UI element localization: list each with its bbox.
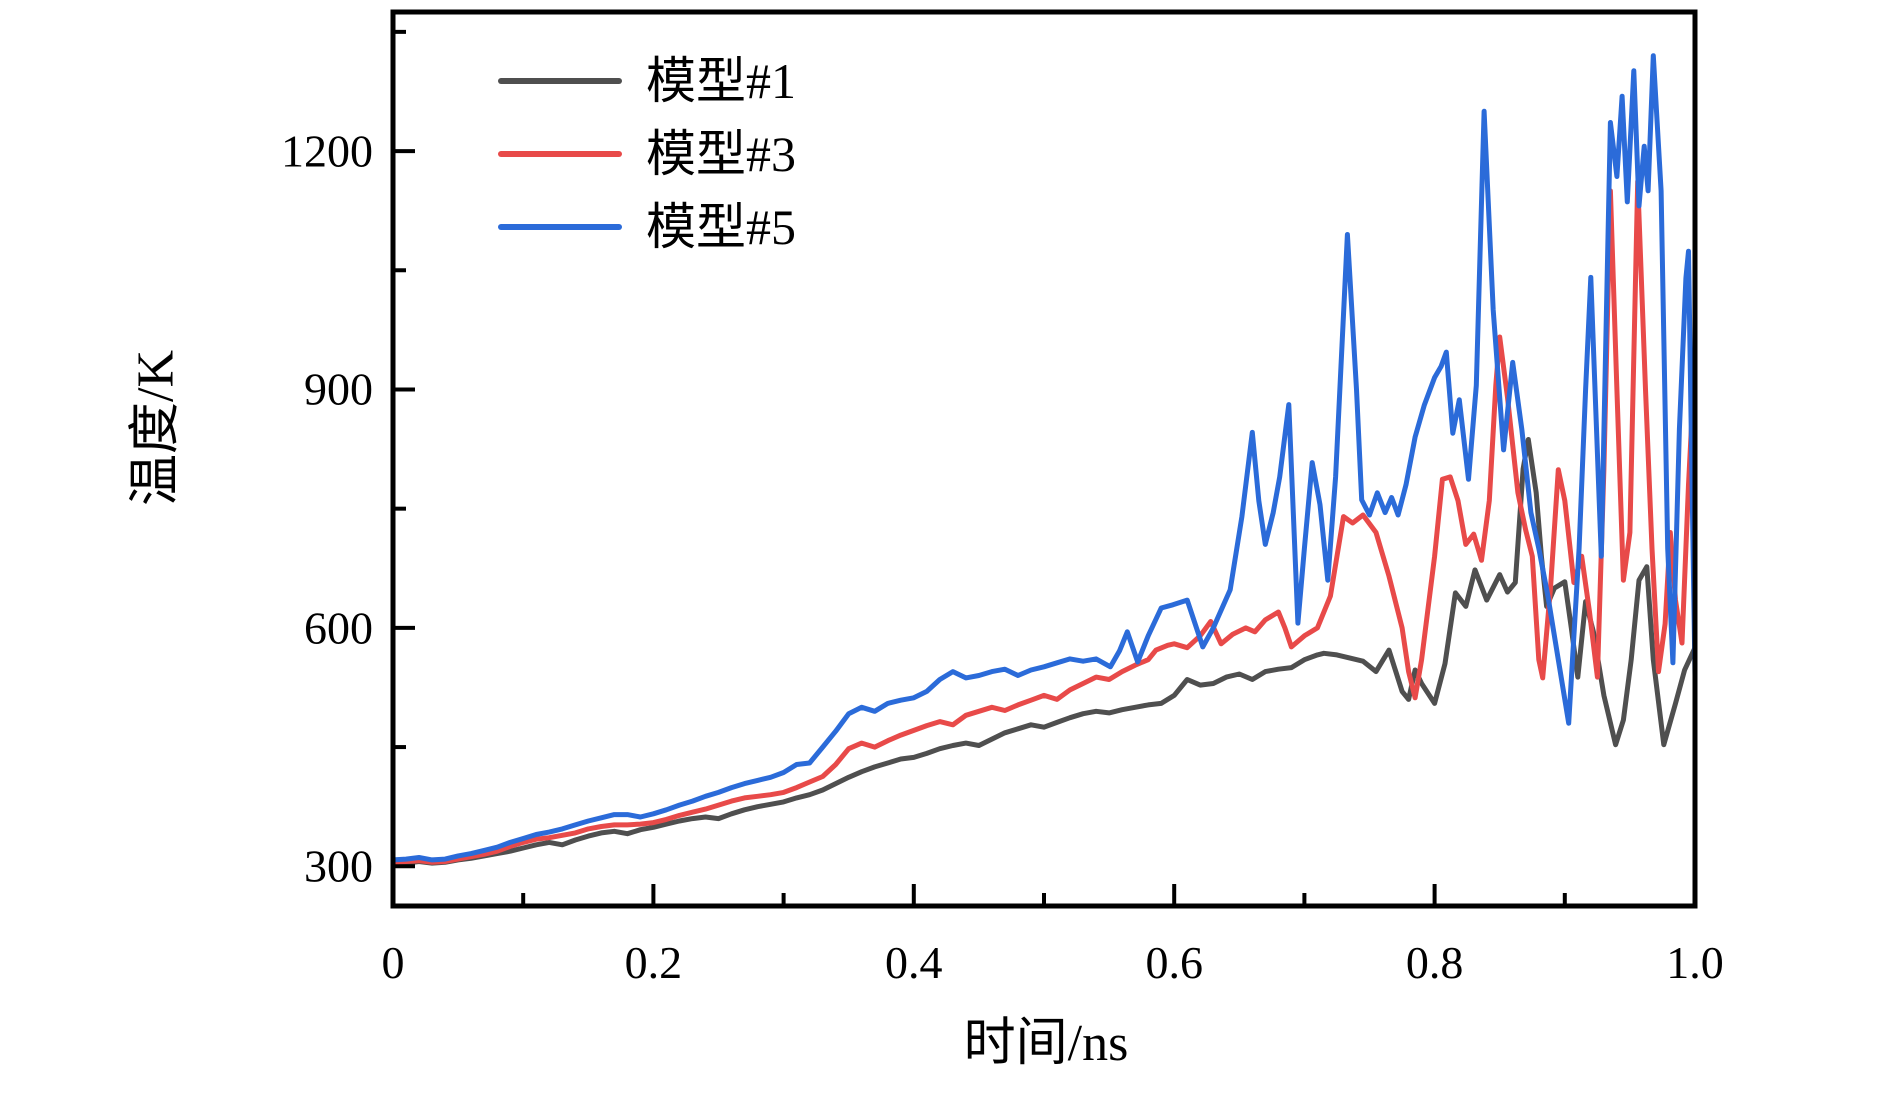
- y-tick-label: 1200: [281, 125, 373, 177]
- model-5-line-swatch: [498, 223, 622, 230]
- legend-label-model-5: 模型#5: [646, 198, 796, 255]
- legend-item-model-5: 模型#5: [498, 190, 796, 263]
- legend-label-model-3: 模型#3: [646, 125, 796, 182]
- series-line-model-1: [390, 437, 1698, 867]
- y-tick-label: 900: [304, 363, 373, 415]
- model-3-line-swatch: [498, 150, 622, 157]
- y-axis-title: 温度/K: [127, 349, 185, 507]
- x-tick-label: 0.4: [885, 937, 943, 988]
- series-line-model-5: [390, 53, 1698, 863]
- y-tick-label: 300: [304, 840, 373, 892]
- legend-label-model-1: 模型#1: [646, 52, 796, 109]
- legend-item-model-1: 模型#1: [498, 44, 796, 117]
- x-tick-label: 0.8: [1405, 937, 1464, 988]
- series-line-model-3: [390, 178, 1698, 865]
- y-tick-label: 600: [304, 602, 373, 654]
- legend: 模型#1 模型#3 模型#5: [498, 44, 796, 263]
- model-1-line-swatch: [498, 77, 622, 84]
- legend-item-model-3: 模型#3: [498, 117, 796, 190]
- x-tick-label: 0.2: [624, 937, 683, 988]
- x-axis-title: 时间/ns: [963, 1015, 1129, 1072]
- x-tick-label: 1.0: [1666, 937, 1724, 988]
- x-tick-label: 0: [381, 937, 405, 988]
- x-tick-label: 0.6: [1145, 937, 1203, 988]
